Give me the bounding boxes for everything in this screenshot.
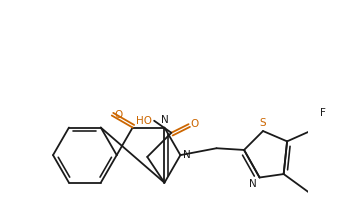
Text: N: N: [161, 115, 168, 125]
Text: O: O: [114, 111, 122, 121]
Text: S: S: [260, 118, 266, 128]
Text: F: F: [320, 108, 326, 118]
Text: N: N: [183, 150, 191, 160]
Text: O: O: [190, 119, 199, 129]
Text: F: F: [355, 184, 356, 194]
Text: HO: HO: [136, 116, 152, 126]
Text: N: N: [249, 179, 257, 189]
